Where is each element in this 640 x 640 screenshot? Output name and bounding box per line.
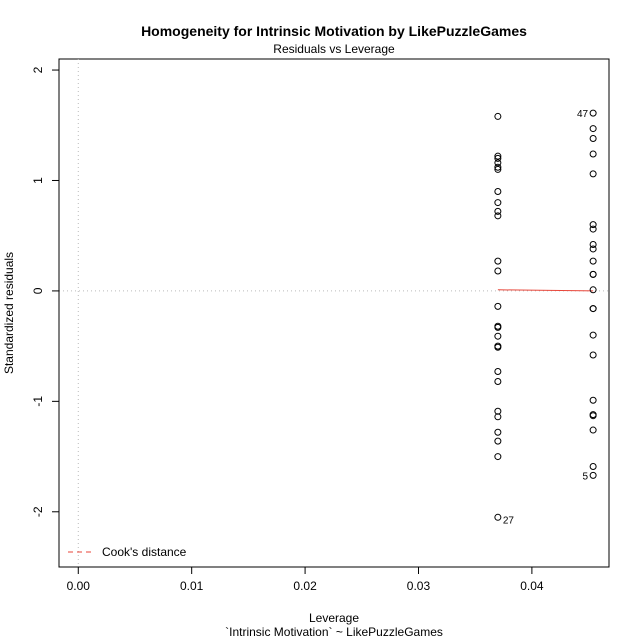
data-point (494, 428, 502, 436)
point-label: 47 (577, 109, 589, 120)
y-tick-label: 2 (31, 66, 45, 73)
x-tick-label: 0.03 (407, 579, 431, 593)
data-point (494, 267, 502, 275)
data-point (589, 221, 597, 229)
data-point (494, 257, 502, 265)
data-point (494, 513, 502, 521)
data-point (589, 286, 597, 294)
chart-title: Homogeneity for Intrinsic Motivation by … (141, 23, 527, 39)
data-point (494, 159, 502, 167)
data-point (494, 323, 502, 331)
point-labels-group: 27 47 5 (503, 109, 589, 526)
data-point (589, 463, 597, 471)
data-point (494, 188, 502, 196)
data-point (589, 351, 597, 359)
data-point (589, 305, 597, 313)
y-axis: -2 -1 0 1 2 (31, 66, 60, 517)
data-point (494, 332, 502, 340)
data-point (494, 163, 502, 171)
data-point (589, 170, 597, 178)
data-point (494, 437, 502, 445)
x-tick-label: 0.00 (67, 579, 91, 593)
data-point (589, 245, 597, 253)
data-point (589, 471, 597, 479)
y-tick-label: 1 (31, 177, 45, 184)
data-point (589, 426, 597, 434)
legend: Cook's distance (68, 545, 187, 559)
data-point (589, 135, 597, 143)
data-point (494, 152, 502, 160)
data-point (494, 302, 502, 310)
data-point (494, 453, 502, 461)
data-point (589, 241, 597, 249)
chart-subtitle: Residuals vs Leverage (273, 42, 395, 56)
points-group (494, 109, 597, 521)
data-point (494, 165, 502, 173)
data-point (589, 150, 597, 158)
data-point (494, 413, 502, 421)
data-point (589, 270, 597, 278)
point-label: 27 (503, 515, 515, 526)
data-point (494, 377, 502, 385)
data-point (589, 396, 597, 404)
data-point (494, 343, 502, 351)
x-tick-label: 0.01 (180, 579, 204, 593)
plot-frame (58, 58, 610, 568)
data-point (589, 225, 597, 233)
x-axis-label: Leverage (309, 611, 359, 625)
x-axis: 0.00 0.01 0.02 0.03 0.04 (67, 566, 544, 593)
y-tick-label: 0 (31, 287, 45, 294)
data-point (589, 109, 597, 117)
y-axis-label: Standardized residuals (2, 252, 16, 374)
data-point (494, 112, 502, 120)
data-point (494, 368, 502, 376)
data-point (494, 212, 502, 220)
y-tick-label: -2 (31, 506, 45, 517)
x-axis-formula-label: `Intrinsic Motivation` ~ LikePuzzleGames (225, 625, 443, 639)
point-label: 5 (583, 471, 589, 482)
data-point (494, 154, 502, 162)
data-point (494, 207, 502, 215)
x-tick-label: 0.02 (293, 579, 317, 593)
data-point (589, 125, 597, 133)
data-point (589, 331, 597, 339)
legend-cooks-distance-label: Cook's distance (102, 545, 187, 559)
data-point (494, 199, 502, 207)
y-tick-label: -1 (31, 396, 45, 407)
x-tick-label: 0.04 (520, 579, 544, 593)
data-point (589, 412, 597, 420)
smooth-line-group (497, 289, 594, 292)
data-point (589, 257, 597, 265)
smooth-line (497, 289, 594, 292)
reference-lines (59, 59, 609, 567)
